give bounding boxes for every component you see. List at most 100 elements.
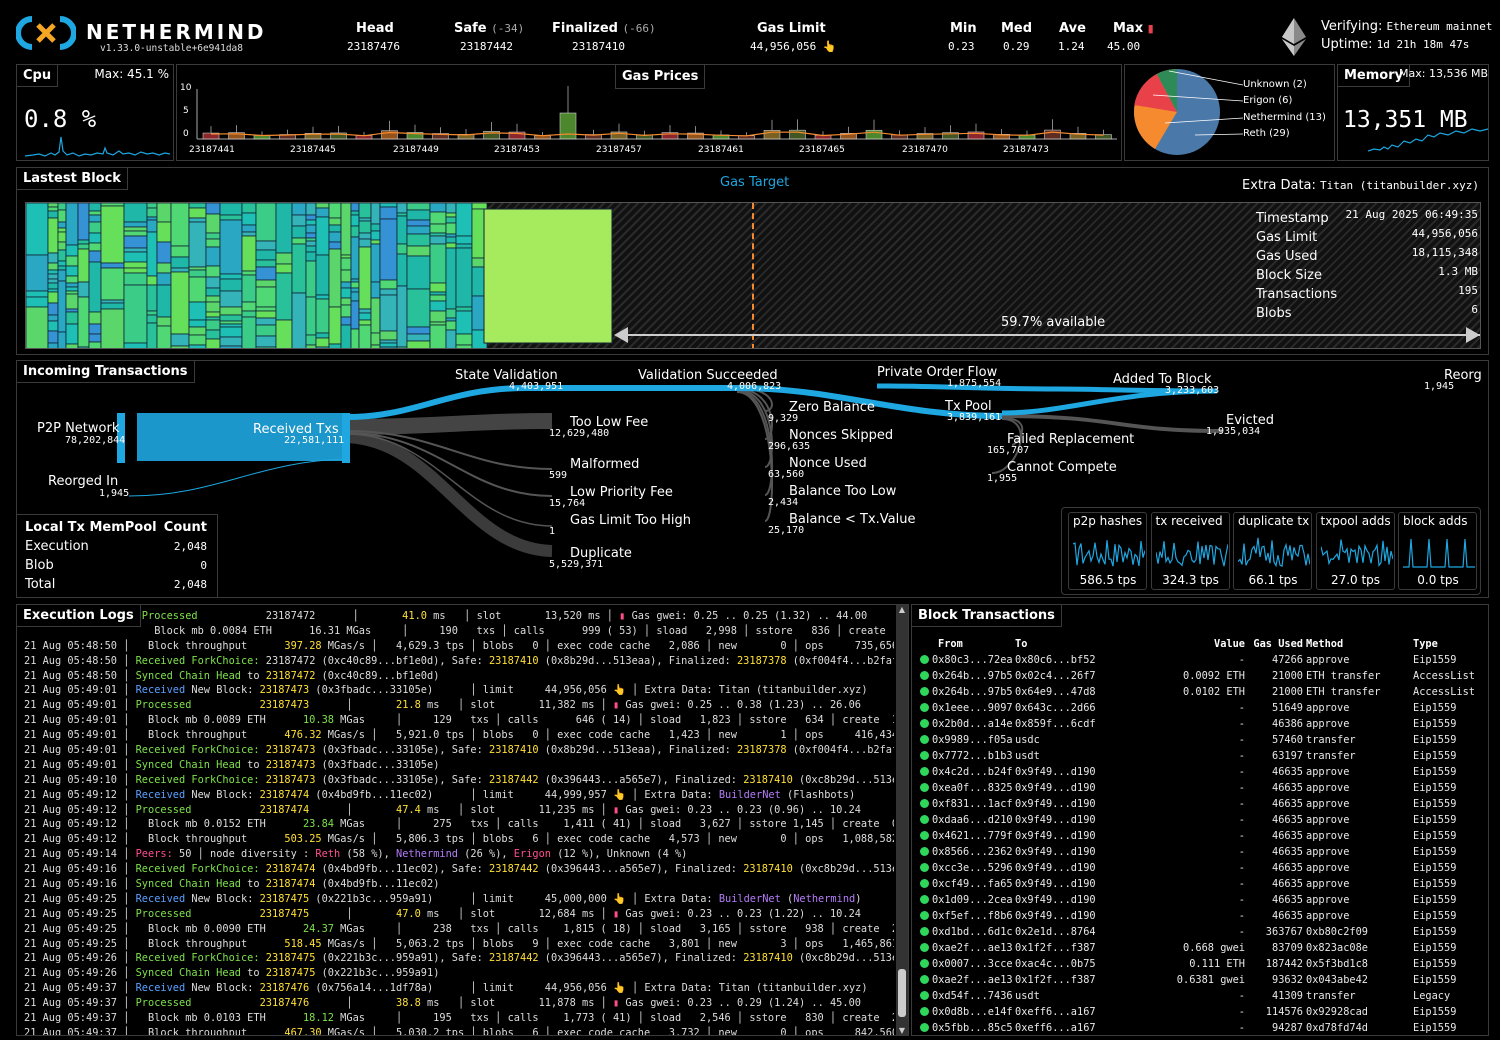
transaction-tile[interactable] [65,308,79,313]
transaction-tile[interactable] [370,203,381,225]
transaction-tile[interactable] [47,278,59,284]
transaction-tile[interactable] [47,330,59,344]
transaction-tile[interactable] [188,203,207,209]
transaction-tile[interactable] [65,290,79,295]
table-row[interactable]: 0xdaa6...d210 0x9f49...d190 - 46635 approve E… [920,812,1486,828]
transaction-tile[interactable] [370,344,381,349]
transaction-tile[interactable] [88,250,102,263]
transaction-tile[interactable] [241,301,257,312]
transaction-tile[interactable] [188,319,207,328]
transaction-tile[interactable] [455,243,473,249]
scroll-thumb[interactable] [898,969,906,1017]
transaction-tile[interactable] [370,243,381,283]
logs-scrollbar[interactable]: ▲ ▼ [896,605,908,1035]
transaction-tile[interactable] [156,325,172,349]
transaction-tile[interactable] [358,238,372,248]
transaction-tile[interactable] [146,314,158,324]
transaction-tile[interactable] [406,326,431,335]
transaction-tile[interactable] [65,203,79,246]
transaction-tile[interactable] [305,245,317,253]
col-from[interactable]: From [938,638,963,650]
transaction-tile[interactable] [57,241,67,251]
transaction-tile[interactable] [47,291,59,304]
transaction-tile[interactable] [57,231,67,243]
transaction-tile[interactable] [396,243,408,255]
transaction-tile[interactable] [358,220,372,234]
transaction-tile[interactable] [219,203,243,216]
transaction-tile[interactable] [170,333,190,347]
transaction-tile[interactable] [483,208,613,344]
transaction-tile[interactable] [305,344,317,349]
transaction-tile[interactable] [100,308,125,349]
transaction-tile[interactable] [123,342,148,349]
transaction-tile[interactable] [340,297,352,306]
table-row[interactable]: 0xf831...1acf 0x9f49...d190 - 46635 approve E… [920,796,1486,812]
transaction-tile[interactable] [358,217,372,222]
transaction-tile[interactable] [255,240,277,251]
transaction-tile[interactable] [358,312,372,321]
transaction-tile[interactable] [241,270,257,276]
transaction-tile[interactable] [65,244,79,257]
transaction-tile[interactable] [188,326,207,336]
transaction-tile[interactable] [146,219,158,233]
transaction-tile[interactable] [47,203,59,208]
transaction-tile[interactable] [65,311,79,325]
transaction-tile[interactable] [315,254,330,296]
transaction-tile[interactable] [146,207,158,218]
transaction-tile[interactable] [65,255,79,267]
transaction-tile[interactable] [379,288,398,296]
transaction-tile[interactable] [88,311,102,325]
transaction-tile[interactable] [255,306,277,312]
transaction-tile[interactable] [205,295,221,303]
transaction-tile[interactable] [255,346,277,349]
table-row[interactable]: 0x8566...2362 0x9f49...d190 - 46635 approve E… [920,844,1486,860]
transaction-tile[interactable] [77,281,90,298]
transaction-tile[interactable] [328,231,342,243]
transaction-tile[interactable] [396,203,408,214]
transaction-tile[interactable] [255,249,277,261]
transaction-tile[interactable] [255,317,277,326]
transaction-tile[interactable] [406,255,431,290]
transaction-tile[interactable] [241,235,257,272]
transaction-tile[interactable] [350,328,360,349]
transaction-tile[interactable] [340,254,352,259]
transaction-tile[interactable] [305,260,317,298]
transaction-tile[interactable] [455,247,473,308]
transaction-tile[interactable] [88,232,102,244]
block-transactions-panel[interactable]: Block Transactions From To Value Gas Use… [911,604,1489,1036]
transaction-tile[interactable] [379,294,398,332]
table-row[interactable]: 0x2b0d...a14e 0x859f...6cdf - 46386 approve E… [920,716,1486,732]
transaction-tile[interactable] [350,278,360,283]
transaction-tile[interactable] [305,232,317,239]
transaction-tile[interactable] [241,231,257,237]
transaction-tile[interactable] [396,215,408,245]
table-row[interactable]: 0xcf49...fa65 0x9f49...d190 - 46635 approve E… [920,876,1486,892]
transaction-tile[interactable] [396,212,408,217]
table-row[interactable]: 0x4621...779f 0x9f49...d190 - 46635 approve E… [920,828,1486,844]
transaction-tile[interactable] [396,253,408,287]
transaction-tile[interactable] [328,306,342,345]
transaction-tile[interactable] [77,203,90,241]
transaction-tile[interactable] [255,335,277,348]
transaction-tile[interactable] [123,261,148,269]
transaction-tile[interactable] [88,210,102,216]
transaction-tile[interactable] [188,334,207,346]
col-type[interactable]: Type [1413,638,1438,650]
execution-logs-panel[interactable]: Execution Logs Processed 23187472 │ 41.0… [16,604,909,1036]
transaction-tile[interactable] [123,235,148,249]
transaction-tile[interactable] [65,282,79,288]
scroll-up-icon[interactable]: ▲ [898,605,906,614]
transaction-tile[interactable] [205,338,221,349]
transaction-tile[interactable] [205,265,221,278]
transaction-tile[interactable] [305,251,317,262]
table-row[interactable]: 0x1eee...9097 0x643c...2d66 - 51649 approve E… [920,700,1486,716]
transaction-tile[interactable] [100,267,125,301]
transaction-tile[interactable] [47,262,59,271]
transaction-tile[interactable] [291,292,307,349]
transaction-tile[interactable] [205,316,221,321]
transaction-tile[interactable] [146,231,158,277]
col-gas-used[interactable]: Gas Used [1253,638,1303,650]
transaction-tile[interactable] [291,214,307,227]
transaction-tile[interactable] [123,230,148,237]
transaction-tile[interactable] [340,287,352,299]
